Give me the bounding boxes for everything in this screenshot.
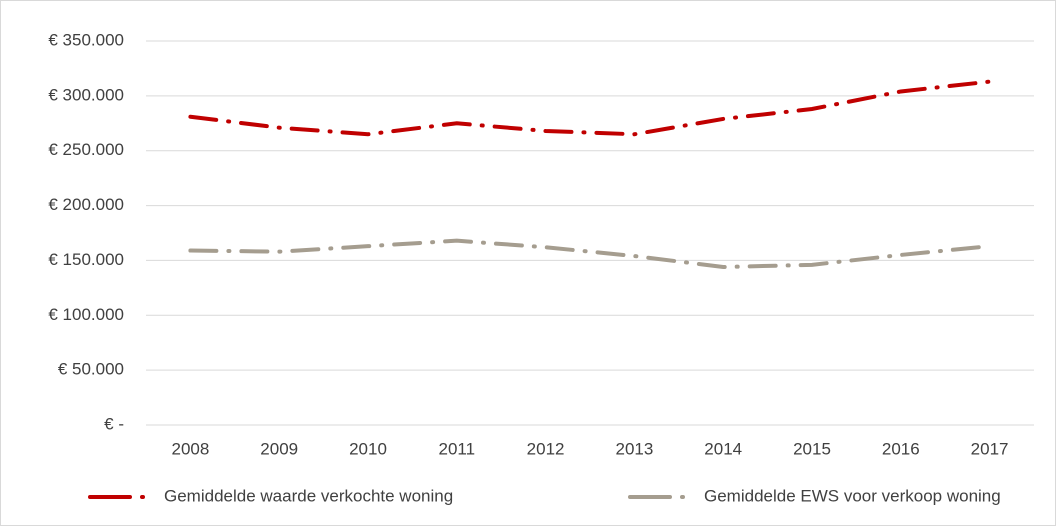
legend-label: Gemiddelde waarde verkochte woning (164, 486, 453, 505)
y-tick-label: € - (104, 414, 124, 433)
x-tick-label: 2011 (439, 439, 476, 458)
legend-label: Gemiddelde EWS voor verkoop woning (704, 486, 1001, 505)
x-tick-label: 2008 (171, 439, 209, 458)
series-line (188, 238, 992, 270)
x-tick-label: 2010 (349, 439, 387, 458)
x-tick-label: 2013 (615, 439, 653, 458)
x-tick-label: 2015 (793, 439, 831, 458)
y-tick-label: € 300.000 (48, 85, 124, 104)
y-tick-label: € 350.000 (48, 30, 124, 49)
x-tick-label: 2012 (527, 439, 565, 458)
y-tick-label: € 50.000 (58, 360, 124, 379)
y-tick-label: € 200.000 (48, 195, 124, 214)
x-tick-label: 2009 (260, 439, 298, 458)
x-tick-label: 2016 (882, 439, 920, 458)
x-tick-label: 2017 (971, 439, 1009, 458)
y-tick-label: € 150.000 (48, 250, 124, 269)
series-line (188, 79, 992, 137)
y-tick-label: € 250.000 (48, 140, 124, 159)
x-tick-label: 2014 (704, 439, 742, 458)
y-tick-label: € 100.000 (48, 305, 124, 324)
